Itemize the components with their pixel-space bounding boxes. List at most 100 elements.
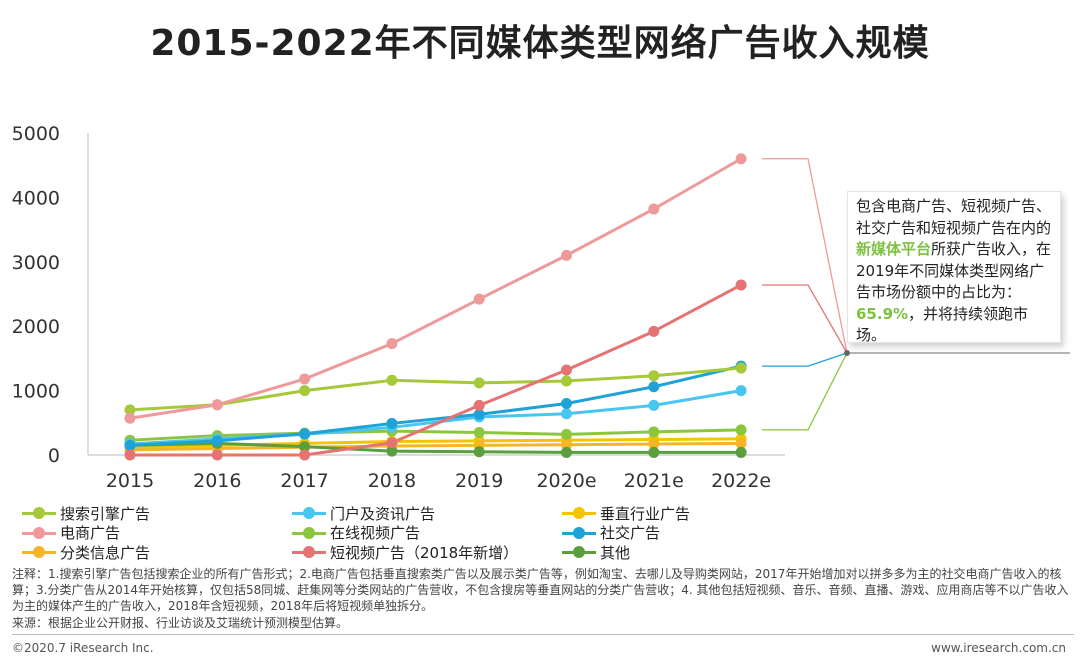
series-line (129, 441, 742, 452)
data-point (648, 438, 660, 450)
x-tick-label: 2016 (193, 470, 241, 492)
connector-line (762, 352, 848, 367)
series-line (129, 364, 742, 447)
data-point (473, 293, 485, 305)
callout-text-before: 包含电商广告、短视频广告、社交广告和短视频广告在内的 (856, 197, 1052, 237)
legend-label: 社交广告 (600, 524, 661, 542)
data-point (648, 399, 660, 411)
legend-label: 电商广告 (60, 524, 121, 542)
data-point (124, 412, 136, 424)
legend-item: 垂直行业广告 (562, 503, 690, 523)
line-chart: 0 1000 2000 3000 4000 5000 2015 2016 2017 2018 201… (12, 123, 1070, 492)
data-point (561, 428, 572, 440)
legend-item: 在线视频广告 (292, 523, 420, 543)
data-point (735, 153, 747, 165)
data-point (648, 426, 660, 438)
y-tick-label: 1000 (12, 381, 60, 403)
legend-item: 短视频广告（2018年新增） (292, 542, 518, 562)
callout-box: 包含电商广告、短视频广告、社交广告和短视频广告在内的新媒体平台所获广告收入，在2… (847, 191, 1061, 345)
data-point (473, 377, 485, 389)
y-tick-label: 3000 (12, 252, 60, 274)
y-tick-label: 4000 (12, 187, 60, 209)
callout-text-middle: 所获广告收入，在2019年不同媒体类型网络广告市场份额中的占比为： (856, 240, 1052, 301)
legend-label: 搜索引擎广告 (60, 504, 151, 523)
legend-swatch (562, 523, 596, 543)
series-line (129, 441, 742, 454)
callout-highlight-share: 65.9% (856, 304, 909, 323)
data-point (211, 435, 223, 447)
data-point (386, 374, 398, 386)
data-point (299, 441, 311, 453)
data-point (386, 445, 398, 457)
data-point (735, 424, 747, 436)
connector-line (762, 352, 848, 431)
connector-line (762, 158, 848, 354)
data-point (735, 437, 747, 449)
legend-label: 门户及资讯广告 (330, 504, 436, 523)
data-point (735, 362, 747, 374)
legend-item: 门户及资讯广告 (292, 503, 435, 523)
legend-swatch (292, 503, 326, 523)
data-point (561, 249, 572, 261)
data-point (735, 446, 747, 458)
data-point (299, 373, 311, 385)
footer-divider (12, 634, 1074, 635)
data-point (386, 437, 398, 449)
data-point (124, 439, 136, 451)
data-point (561, 397, 572, 409)
series-line (129, 366, 742, 412)
y-tick-label: 0 (48, 445, 60, 467)
data-point (735, 385, 747, 397)
data-point (386, 417, 398, 429)
data-point (473, 408, 485, 420)
data-point (124, 449, 136, 461)
x-tick-label: 2019 (455, 470, 503, 492)
data-point (211, 399, 223, 411)
data-point (648, 446, 660, 458)
source-note: 来源：根据企业公开财报、行业访谈及艾瑞统计预测模型估算。 (12, 616, 349, 630)
data-point (561, 408, 572, 420)
data-point (648, 381, 660, 393)
data-point (473, 426, 485, 438)
series-points (124, 153, 747, 461)
legend-swatch (562, 503, 596, 523)
callout-connectors (762, 158, 1070, 431)
series-line (129, 428, 742, 442)
legend-item: 电商广告 (22, 523, 120, 543)
data-point (473, 399, 485, 411)
x-tick-label: 2017 (280, 470, 328, 492)
legend-label: 在线视频广告 (330, 524, 421, 542)
legend-swatch (292, 523, 326, 543)
x-tick-label: 2022e (711, 470, 771, 492)
y-tick-label: 2000 (12, 316, 60, 338)
x-tick-label: 2020e (536, 470, 596, 492)
legend-label: 分类信息广告 (60, 543, 151, 562)
data-point (648, 370, 660, 382)
data-point (561, 446, 572, 458)
callout-highlight-platform: 新媒体平台 (856, 240, 932, 258)
legend-item: 搜索引擎广告 (22, 503, 150, 523)
data-point (299, 428, 311, 440)
copyright: ©2020.7 iResearch Inc. (12, 641, 154, 655)
series-line (129, 157, 742, 420)
legend-item: 其他 (562, 542, 630, 562)
data-point (299, 449, 311, 461)
site-url: www.iresearch.com.cn (931, 641, 1066, 655)
connector-joint (844, 350, 850, 356)
legend-item: 社交广告 (562, 523, 660, 543)
series-lines (129, 157, 742, 457)
data-point (124, 404, 136, 416)
legend-swatch (22, 503, 56, 523)
page-title: 2015-2022年不同媒体类型网络广告收入规模 (150, 23, 930, 64)
series-line (130, 283, 742, 457)
callout-text-after: ，并将持续领跑市场。 (856, 304, 1029, 345)
data-point (473, 446, 485, 458)
data-point (561, 439, 572, 451)
data-point (648, 325, 660, 337)
legend-swatch (292, 542, 326, 562)
legend-swatch (22, 523, 56, 543)
legend-swatch (22, 542, 56, 562)
data-point (561, 375, 572, 387)
legend-swatch (562, 542, 596, 562)
data-point (386, 338, 398, 350)
